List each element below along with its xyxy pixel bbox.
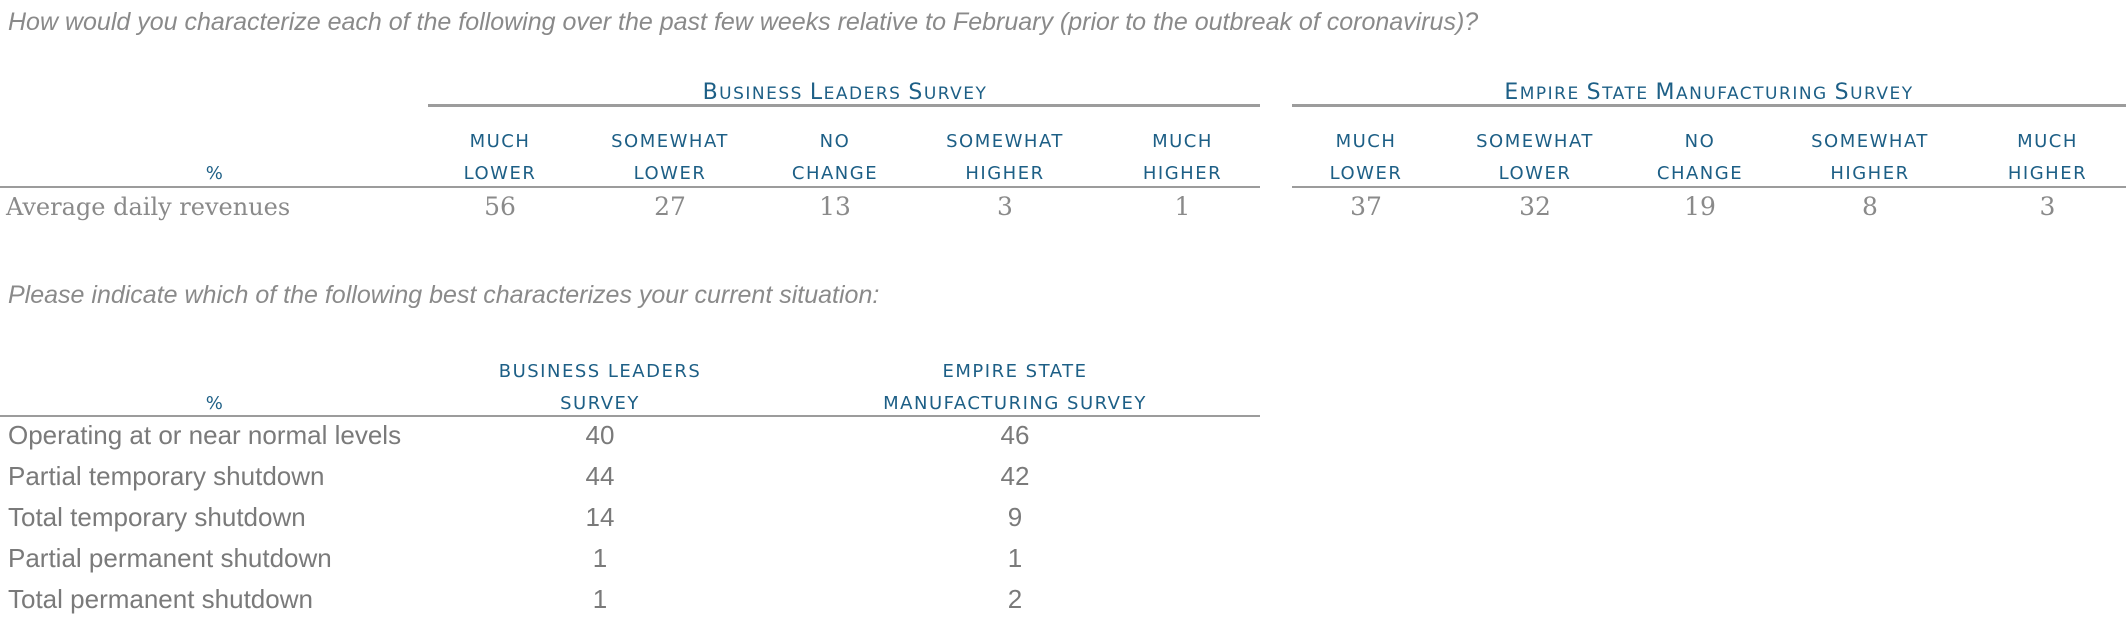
col-header-somewhat-lower: SOMEWHAT LOWER xyxy=(1476,131,1594,184)
header-rule xyxy=(0,415,1260,417)
row-label: Total permanent shutdown xyxy=(8,584,313,614)
value-cell: 1 xyxy=(592,543,608,573)
group-title-business-leaders: BUSINESS LEADERS SURVEY xyxy=(702,80,988,105)
value-cell: 42 xyxy=(1000,461,1030,491)
group-rule-empire-state xyxy=(1292,104,2126,107)
value-cell: 1 xyxy=(1007,543,1023,573)
col-header-somewhat-higher: SOMEWHAT HIGHER xyxy=(1811,131,1929,184)
unit-label: % xyxy=(205,393,225,414)
col-header-somewhat-higher: SOMEWHAT HIGHER xyxy=(946,131,1064,184)
row-label: Partial temporary shutdown xyxy=(8,461,325,491)
question-current-situation: Please indicate which of the following b… xyxy=(8,281,880,309)
value-cell: 46 xyxy=(1000,420,1030,450)
value-cell: 32 xyxy=(1519,192,1551,221)
value-cell: 9 xyxy=(1007,502,1023,532)
group-rule-business-leaders xyxy=(428,104,1260,107)
value-cell: 44 xyxy=(585,461,615,491)
value-cell: 14 xyxy=(585,502,615,532)
col-header-empire-state-survey: EMPIRE STATE MANUFACTURING SURVEY xyxy=(883,361,1147,414)
value-cell: 13 xyxy=(819,192,851,221)
col-header-somewhat-lower: SOMEWHAT LOWER xyxy=(611,131,729,184)
value-cell: 3 xyxy=(997,192,1013,221)
group-title-empire-state: EMPIRE STATE MANUFACTURING SURVEY xyxy=(1504,80,1914,105)
header-rule-right xyxy=(1292,186,2126,188)
value-cell: 40 xyxy=(585,420,615,450)
col-header-business-leaders-survey: BUSINESS LEADERS SURVEY xyxy=(498,361,702,414)
value-cell: 2 xyxy=(1007,584,1023,614)
value-cell: 56 xyxy=(484,192,516,221)
value-cell: 1 xyxy=(1174,192,1191,221)
value-cell: 1 xyxy=(592,584,608,614)
value-cell: 3 xyxy=(2039,192,2056,221)
col-header-much-lower: MUCH LOWER xyxy=(1329,131,1403,184)
row-label-average-daily-revenues: Average daily revenues xyxy=(6,193,291,221)
question-revenues: How would you characterize each of the f… xyxy=(8,8,1479,36)
value-cell: 19 xyxy=(1684,192,1716,221)
row-label: Partial permanent shutdown xyxy=(8,543,332,573)
value-cell: 37 xyxy=(1350,192,1382,221)
row-label: Total temporary shutdown xyxy=(8,502,306,532)
col-header-much-lower: MUCH LOWER xyxy=(463,131,537,184)
col-header-much-higher: MUCH HIGHER xyxy=(2007,131,2088,184)
row-label: Operating at or near normal levels xyxy=(8,420,402,450)
value-cell: 27 xyxy=(654,192,686,221)
col-header-no-change: NO CHANGE xyxy=(791,131,879,184)
header-rule-left xyxy=(0,186,1260,188)
col-header-much-higher: MUCH HIGHER xyxy=(1142,131,1223,184)
value-cell: 8 xyxy=(1862,192,1878,221)
unit-label: % xyxy=(205,163,225,184)
col-header-no-change: NO CHANGE xyxy=(1656,131,1744,184)
